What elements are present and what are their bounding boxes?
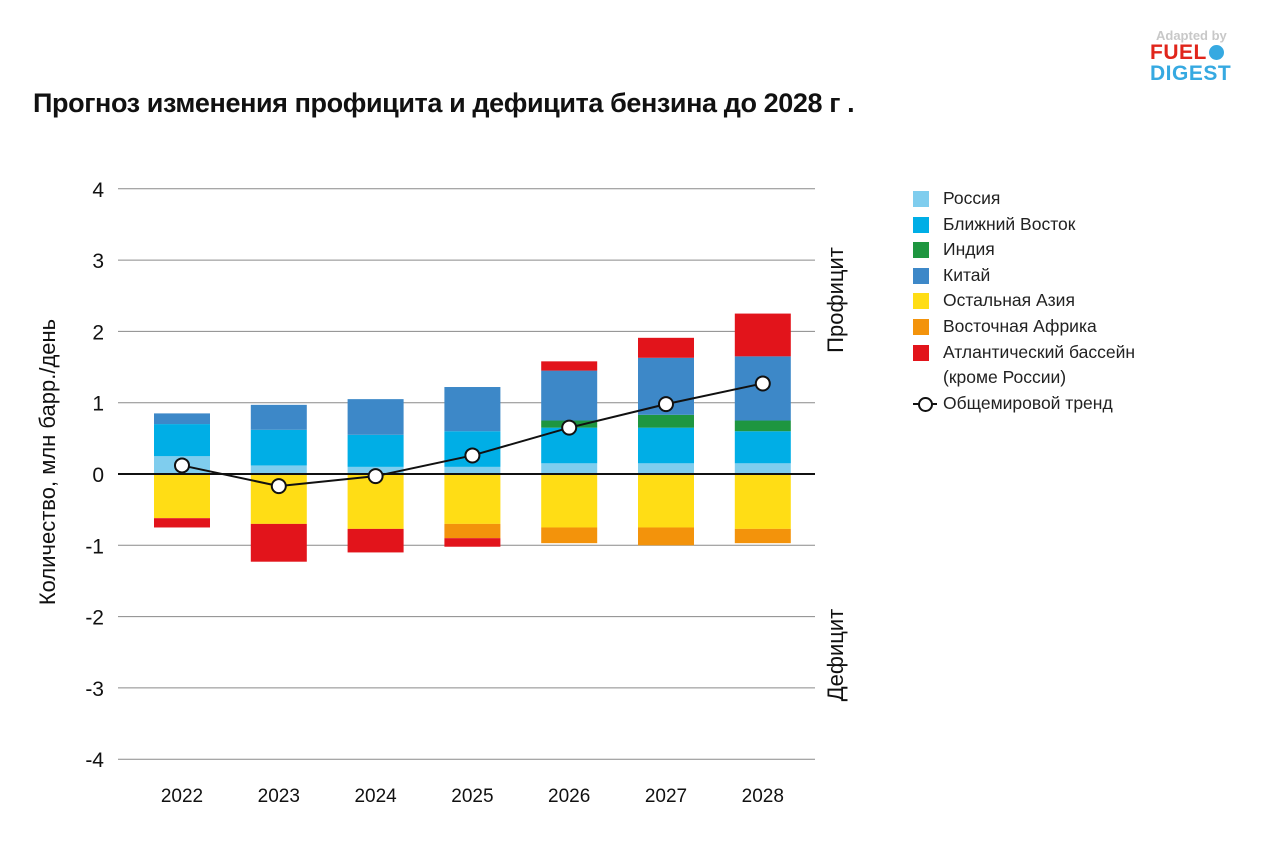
trend-point [754,375,771,392]
legend-label: Остальная Азия [943,290,1075,311]
bar-segment [154,424,210,457]
x-tick-label: 2024 [354,786,397,807]
legend-label: Ближний Восток [943,213,1076,234]
logo-digest-text: DIGEST [1150,62,1232,85]
legend-swatch [913,267,929,284]
legend-swatch [913,191,929,207]
legend-swatch [913,216,929,233]
legend-label: Россия [943,188,1001,208]
x-tick-label: 2026 [548,786,590,807]
bar-segment [541,361,598,371]
legend-item: Ближний Восток [913,214,1135,240]
legend-item: Остальная Азия [913,290,1135,316]
bar-segment [734,474,791,529]
bar-segment [638,463,694,474]
legend-item: Индия [913,239,1135,265]
brand-logo: Adapted by FUEL DIGEST [1150,28,1250,88]
trend-point [561,419,578,436]
trend-point [174,457,190,474]
legend-label: Общемировой тренд [943,392,1113,413]
y-tick-label: -2 [85,607,104,630]
logo-drop-icon [1208,45,1224,60]
bar-segment [347,399,404,435]
bar-segment [541,463,598,474]
bar-segment [734,313,791,357]
legend-label: Индия [943,239,995,260]
bar-segment [347,528,404,553]
y-tick-label: 2 [92,321,104,344]
logo-adapted-text: Adapted by [1156,28,1227,43]
y-tick-label: -4 [85,749,104,772]
bar-segment [444,538,501,547]
bar-segment [541,474,598,528]
legend-swatch [913,344,929,361]
bar-segment [250,404,307,430]
y-tick-label: 1 [92,393,104,416]
bar-segment [638,527,694,546]
legend-swatch [913,242,929,259]
bar-segment [734,528,791,544]
x-tick-label: 2028 [742,786,784,807]
x-tick-label: 2022 [161,786,203,807]
trend-point [367,468,384,485]
bar-segment [347,434,404,467]
bar-segment [444,466,501,474]
bar-segment [154,413,210,425]
legend: Россия Ближний Восток Индия Китай Остальная … [913,188,1135,418]
y-tick-label: 4 [92,179,104,202]
bar-segment [154,474,210,519]
bar-segment [154,518,210,528]
x-tick-label: 2023 [258,786,300,807]
chart-title: Прогноз изменения профицита и дефицита б… [33,88,855,118]
legend-item: Восточная Африка [913,316,1135,342]
legend-swatch [913,293,929,310]
y-tick-label: 3 [92,250,104,273]
legend-swatch [913,318,929,335]
bar-segment [734,463,791,474]
trend-point [270,478,287,495]
legend-item: Россия [913,188,1135,214]
trend-point [464,447,481,464]
y-tick-label: -1 [85,535,104,558]
bar-segment [444,387,501,432]
x-tick-label: 2025 [451,786,493,807]
legend-item: Атлантический бассейн (кроме России) [913,342,1135,393]
bar-segment [250,429,307,466]
trend-point [658,396,674,413]
surplus-label: Профицит [823,247,848,353]
bar-segment [638,337,694,358]
deficit-label: Дефицит [823,609,848,702]
x-tick-label: 2027 [645,786,687,807]
logo-fuel-text: FUEL [1150,42,1250,63]
bar-segment [444,523,501,539]
legend-line-marker-icon [913,396,937,412]
bar-segment [444,474,501,524]
bar-segment [734,431,791,464]
legend-item: Китай [913,265,1135,291]
bar-segment [250,523,307,562]
bar-segment [250,465,307,474]
bar-segment [638,414,694,428]
bar-segment [541,527,598,544]
bar-segment [638,474,694,528]
legend-label: Атлантический бассейн (кроме России) [943,341,1136,388]
y-axis-title: Количество, млн барр./день [35,319,60,605]
legend-label: Восточная Африка [943,315,1097,336]
bar-segment [541,370,598,421]
legend-item: Общемировой тренд [913,393,1135,419]
y-tick-label: -3 [85,678,104,701]
y-tick-label: 0 [92,464,104,487]
bar-segment [638,427,694,464]
legend-label: Китай [943,264,991,285]
bar-segment [734,420,791,432]
